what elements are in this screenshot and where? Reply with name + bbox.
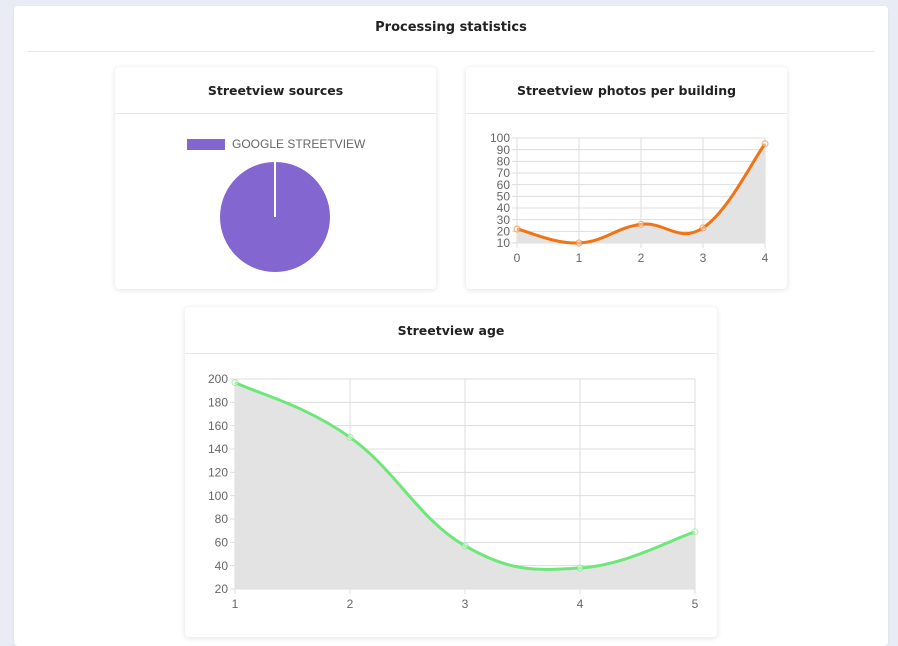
- x-tick-label: 2: [638, 251, 645, 265]
- y-tick-label: 80: [215, 512, 229, 526]
- y-tick-label: 70: [497, 166, 511, 180]
- x-tick-label: 5: [692, 597, 699, 611]
- data-point[interactable]: [231, 379, 239, 386]
- x-tick-label: 1: [576, 251, 583, 265]
- card-divider: [185, 353, 717, 354]
- legend-swatch[interactable]: [187, 139, 225, 150]
- y-tick-label: 60: [497, 178, 511, 192]
- y-tick-label: 90: [497, 143, 511, 157]
- x-tick-label: 1: [232, 597, 239, 611]
- y-tick-label: 140: [208, 442, 228, 456]
- legend-label[interactable]: GOOGLE STREETVIEW: [232, 137, 366, 151]
- streetview-sources-pie-chart: GOOGLE STREETVIEW: [187, 137, 366, 272]
- y-tick-label: 120: [208, 466, 228, 480]
- data-point[interactable]: [761, 140, 769, 148]
- y-tick-label: 180: [208, 396, 228, 410]
- x-tick-label: 3: [462, 597, 469, 611]
- photos-per-building-card: Streetview photos per building 100 90 80 70…: [466, 67, 787, 289]
- y-tick-label: 100: [490, 131, 510, 145]
- card-divider: [115, 113, 436, 114]
- data-point[interactable]: [346, 433, 354, 441]
- series-line: [516, 142, 767, 245]
- data-point[interactable]: [699, 224, 707, 232]
- data-point[interactable]: [575, 239, 583, 247]
- streetview-age-card: Streetview age 200 180 160 140 120 100 80 60 40 2…: [185, 307, 717, 637]
- page-title: Processing statistics: [375, 20, 527, 35]
- y-tick-label: 60: [215, 536, 229, 550]
- streetview-age-line-chart: 200 180 160 140 120 100 80 60 40 201 2 3 4 5: [208, 372, 699, 611]
- data-point[interactable]: [691, 528, 699, 536]
- y-tick-label: 20: [497, 225, 511, 239]
- y-tick-label: 30: [497, 213, 511, 227]
- y-tick-label: 40: [497, 201, 511, 215]
- y-tick-label: 80: [497, 155, 511, 169]
- streetview-age-title: Streetview age: [397, 323, 505, 338]
- y-tick-label: 50: [497, 190, 511, 204]
- x-tick-label: 4: [577, 597, 584, 611]
- y-tick-label: 10: [497, 236, 511, 250]
- data-point[interactable]: [576, 564, 584, 572]
- card-divider: [466, 113, 787, 114]
- x-tick-label: 4: [762, 251, 769, 265]
- streetview-sources-title: Streetview sources: [207, 83, 344, 98]
- x-tick-label: 0: [514, 251, 521, 265]
- photos-per-building-title: Streetview photos per building: [516, 83, 737, 98]
- series-area-fill: [235, 382, 695, 589]
- y-tick-label: 200: [208, 372, 228, 386]
- data-point[interactable]: [513, 225, 521, 233]
- y-tick-label: 40: [215, 559, 229, 573]
- x-tick-label: 2: [347, 597, 354, 611]
- series-area-fill: [517, 143, 765, 244]
- title-divider: [28, 51, 874, 52]
- data-point[interactable]: [461, 542, 469, 550]
- series-line: [234, 381, 696, 571]
- x-tick-label: 3: [700, 251, 707, 265]
- y-tick-label: 20: [215, 582, 229, 596]
- data-point[interactable]: [637, 220, 645, 228]
- streetview-sources-card: Streetview sources GOOGLE STREETVIEW: [115, 67, 436, 289]
- y-tick-label: 100: [208, 489, 228, 503]
- y-tick-label: 160: [208, 419, 228, 433]
